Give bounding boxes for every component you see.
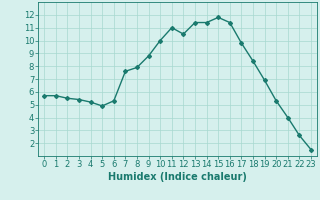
X-axis label: Humidex (Indice chaleur): Humidex (Indice chaleur) [108,172,247,182]
